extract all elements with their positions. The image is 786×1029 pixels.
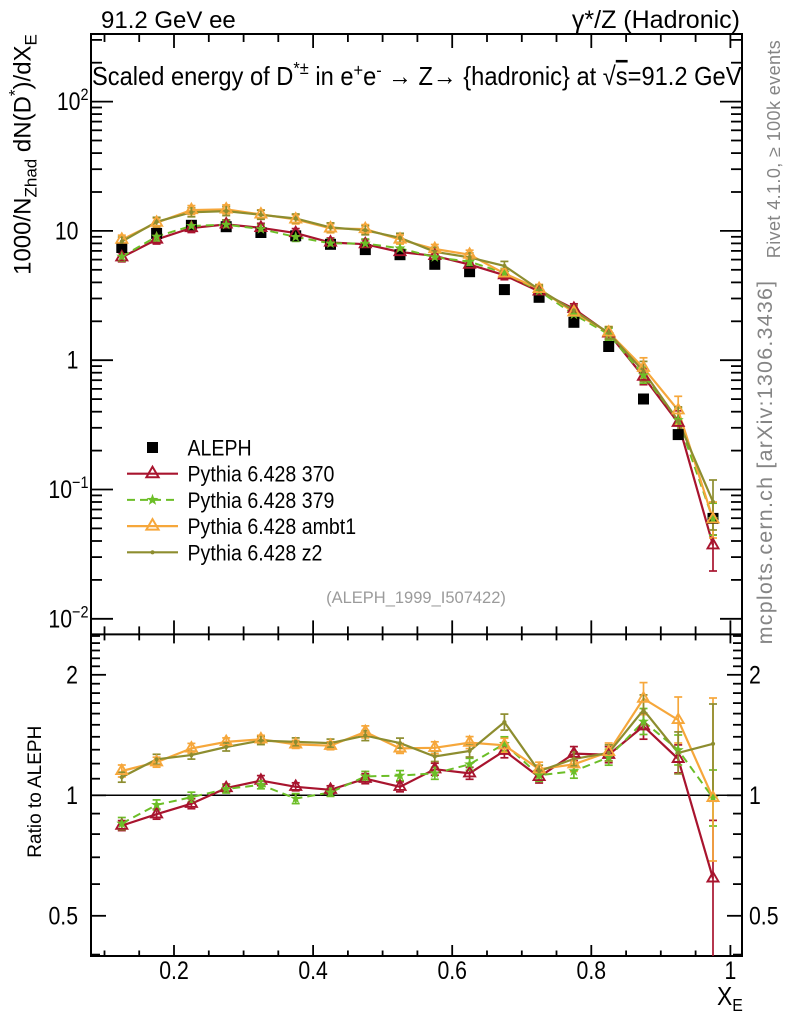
svg-text:mcplots.cern.ch [arXiv:1306.34: mcplots.cern.ch [arXiv:1306.3436] xyxy=(753,280,777,645)
svg-text:0.8: 0.8 xyxy=(577,956,607,984)
svg-text:0.5: 0.5 xyxy=(749,902,779,930)
svg-text:Pythia 6.428 z2: Pythia 6.428 z2 xyxy=(188,541,323,566)
svg-text:ALEPH: ALEPH xyxy=(188,436,252,461)
svg-text:0.4: 0.4 xyxy=(298,956,328,984)
svg-text:91.2 GeV ee: 91.2 GeV ee xyxy=(101,7,236,34)
svg-text:10: 10 xyxy=(55,217,79,245)
svg-text:1000/NZhad dN(D*)/dXE: 1000/NZhad dN(D*)/dXE xyxy=(6,34,41,275)
svg-text:1: 1 xyxy=(724,956,736,984)
svg-text:Pythia 6.428 370: Pythia 6.428 370 xyxy=(188,462,335,487)
svg-text:2: 2 xyxy=(66,661,78,689)
svg-text:Pythia 6.428 ambt1: Pythia 6.428 ambt1 xyxy=(188,515,357,540)
svg-text:Pythia 6.428 379: Pythia 6.428 379 xyxy=(188,489,335,514)
svg-text:1: 1 xyxy=(749,781,761,809)
svg-text:Scaled energy of D*± in e+e- →: Scaled energy of D*± in e+e- → Z→ {hadro… xyxy=(92,57,742,91)
svg-text:0.5: 0.5 xyxy=(48,902,78,930)
svg-text:0.6: 0.6 xyxy=(437,956,467,984)
svg-text:2: 2 xyxy=(749,661,761,689)
svg-text:10−2: 10−2 xyxy=(48,603,88,632)
svg-text:1: 1 xyxy=(66,781,78,809)
svg-text:Rivet 4.1.0, ≥ 100k events: Rivet 4.1.0, ≥ 100k events xyxy=(764,40,784,258)
svg-text:(ALEPH_1999_I507422): (ALEPH_1999_I507422) xyxy=(326,589,506,607)
svg-text:Ratio to ALEPH: Ratio to ALEPH xyxy=(25,726,46,858)
svg-text:γ*/Z (Hadronic): γ*/Z (Hadronic) xyxy=(572,6,740,34)
svg-text:0.2: 0.2 xyxy=(159,956,189,984)
svg-text:1: 1 xyxy=(67,346,79,374)
